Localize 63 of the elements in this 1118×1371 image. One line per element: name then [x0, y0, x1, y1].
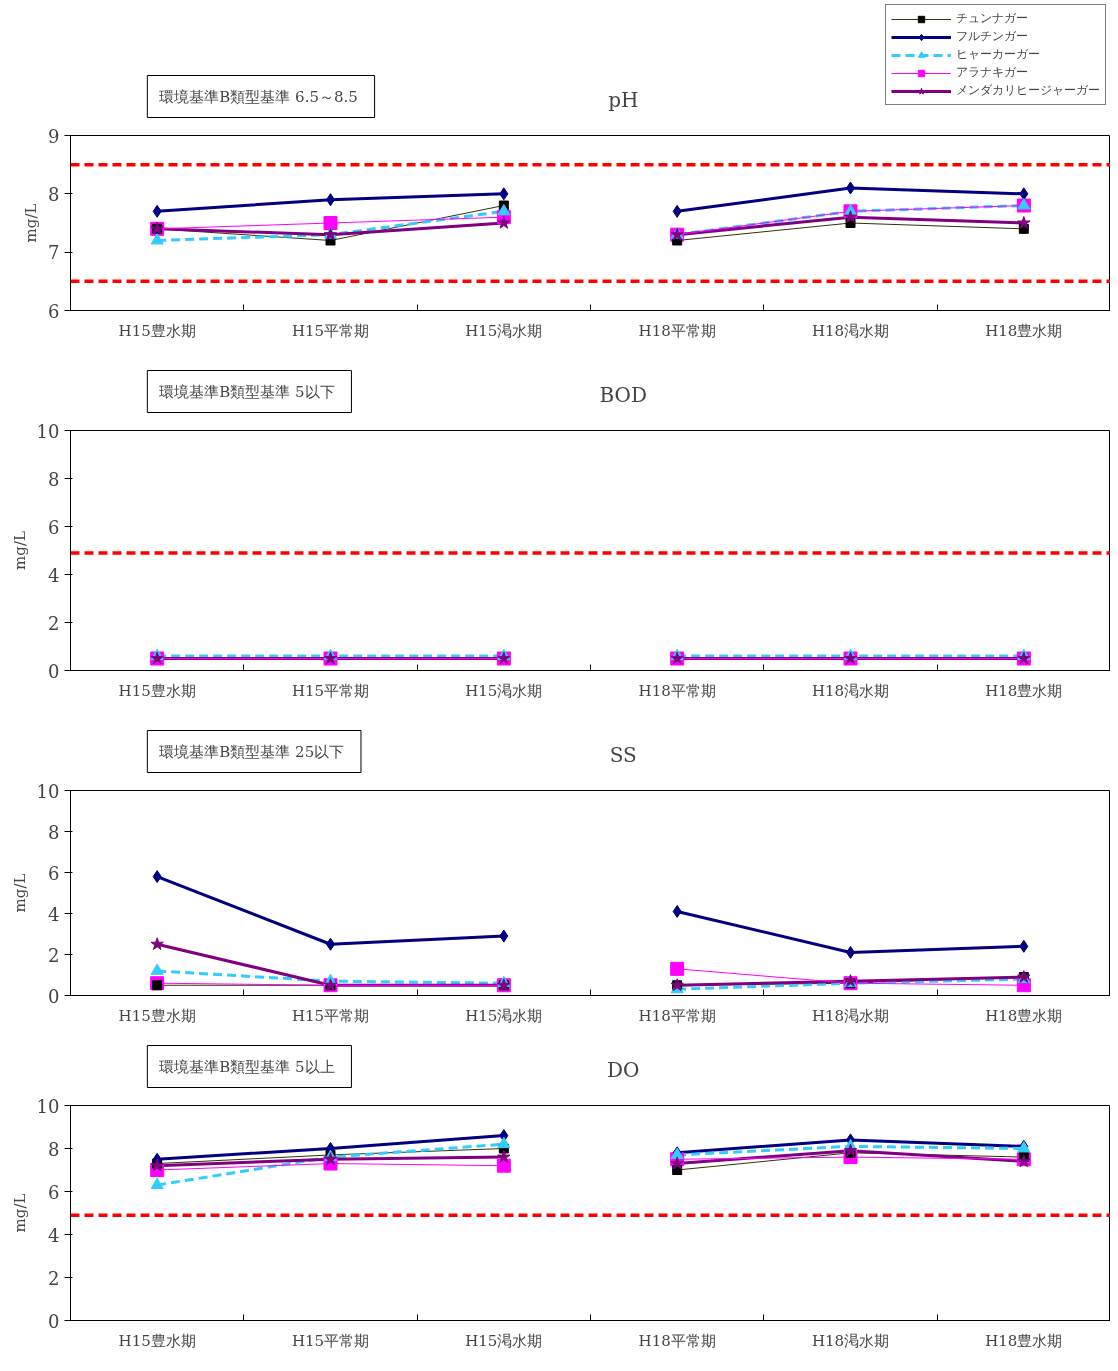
- y-tick-label: 10: [36, 420, 60, 442]
- chart-title: BOD: [599, 382, 648, 407]
- chart-title: pH: [608, 87, 639, 112]
- x-tick-label: H18渇水期: [811, 681, 890, 700]
- x-tick-label: H15平常期: [291, 681, 370, 700]
- y-tick-label: 4: [48, 564, 60, 586]
- y-tick-label: 2: [48, 1267, 60, 1289]
- y-axis-title: mg/L: [10, 873, 29, 913]
- y-tick-label: 10: [36, 1095, 60, 1117]
- y-tick-label: 0: [48, 1310, 60, 1332]
- text: 環境基準B類型基準 25以下: [159, 742, 345, 761]
- legend-label: アラナキガー: [956, 64, 1028, 81]
- chart-title: DO: [607, 1057, 640, 1082]
- y-tick-label: 8: [48, 821, 60, 843]
- x-tick-label: H18平常期: [638, 1331, 716, 1350]
- x-tick-label: H18平常期: [638, 681, 716, 700]
- x-tick-label: H18豊水期: [985, 1006, 1063, 1025]
- x-tick-label: H15渇水期: [465, 321, 543, 340]
- y-tick-label: 8: [48, 1138, 60, 1160]
- y-tick-label: 2: [48, 612, 60, 634]
- x-tick-label: H15豊水期: [118, 321, 196, 340]
- y-tick-label: 7: [48, 242, 60, 264]
- y-tick-label: 6: [48, 862, 60, 884]
- x-tick-label: H18渇水期: [811, 1331, 890, 1350]
- text: 環境基準B類型基準 5以上: [159, 1057, 335, 1076]
- x-tick-label: H18渇水期: [811, 321, 890, 340]
- y-tick-label: 10: [36, 780, 60, 802]
- x-tick-label: H15豊水期: [118, 1006, 196, 1025]
- legend-label: ヒャーカーガー: [956, 46, 1040, 63]
- y-tick-label: 8: [48, 468, 60, 490]
- x-tick-label: H15平常期: [291, 1006, 370, 1025]
- x-tick-label: H18平常期: [638, 1006, 716, 1025]
- y-axis-title: mg/L: [10, 531, 29, 570]
- x-tick-label: H15豊水期: [118, 1331, 196, 1350]
- legend-label: フルチンガー: [956, 28, 1028, 45]
- x-tick-label: H18平常期: [638, 321, 716, 340]
- legend-label: メンダカリヒージャーガー: [956, 82, 1100, 99]
- y-tick-label: 6: [48, 516, 60, 538]
- x-tick-label: H15平常期: [291, 321, 370, 340]
- y-tick-label: 0: [48, 985, 60, 1007]
- y-tick-label: 6: [48, 300, 60, 322]
- x-tick-label: H18豊水期: [985, 321, 1063, 340]
- chart-title: SS: [609, 742, 637, 767]
- x-tick-label: H18渇水期: [811, 1006, 890, 1025]
- y-tick-label: 4: [48, 903, 60, 925]
- x-tick-label: H18豊水期: [985, 681, 1063, 700]
- x-tick-label: H18豊水期: [985, 1331, 1063, 1350]
- legend-label: チュンナガー: [956, 10, 1028, 27]
- y-axis-title: mg/L: [22, 203, 41, 243]
- y-tick-label: 4: [48, 1224, 60, 1246]
- y-axis-title: mg/L: [10, 1193, 29, 1233]
- y-tick-label: 6: [48, 1181, 60, 1203]
- x-tick-label: H15渇水期: [465, 1006, 543, 1025]
- y-tick-label: 8: [48, 183, 60, 205]
- text: 環境基準B類型基準 6.5～8.5: [159, 87, 358, 106]
- x-tick-label: H15豊水期: [118, 681, 196, 700]
- y-tick-label: 2: [48, 944, 60, 966]
- text: 環境基準B類型基準 5以下: [159, 382, 335, 401]
- x-tick-label: H15平常期: [291, 1331, 370, 1350]
- x-tick-label: H15渇水期: [465, 1331, 543, 1350]
- y-tick-label: 0: [48, 660, 60, 682]
- x-tick-label: H15渇水期: [465, 681, 543, 700]
- y-tick-label: 9: [48, 125, 60, 147]
